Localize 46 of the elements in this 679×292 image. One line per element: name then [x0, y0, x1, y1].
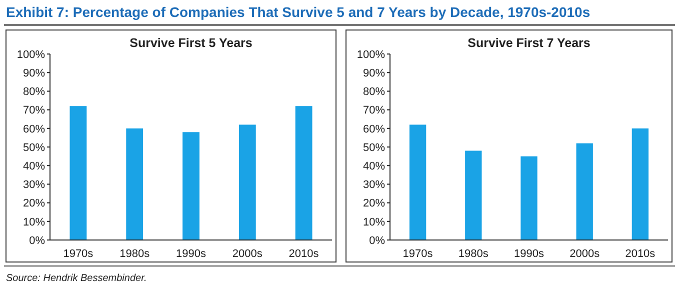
x-tick-label: 1980s: [458, 248, 489, 260]
y-tick-label: 40%: [22, 160, 46, 172]
x-tick-label: 1990s: [514, 248, 544, 260]
y-tick-label: 20%: [362, 198, 386, 210]
y-tick-label: 60%: [22, 123, 46, 136]
bar: [632, 128, 649, 240]
y-tick-label: 10%: [362, 216, 386, 228]
source-note: Source: Hendrik Bessembinder.: [6, 273, 147, 284]
x-tick-label: 2010s: [625, 248, 656, 260]
y-tick-label: 0%: [369, 234, 386, 247]
y-tick-label: 50%: [362, 142, 386, 154]
bar: [295, 106, 312, 240]
y-tick-label: 50%: [22, 142, 46, 154]
x-tick-label: 2010s: [288, 248, 320, 260]
y-tick-label: 100%: [356, 48, 386, 61]
x-tick-label: 1970s: [402, 248, 434, 260]
y-tick-label: 60%: [362, 123, 386, 136]
bar: [409, 124, 426, 240]
y-tick-label: 70%: [22, 104, 46, 117]
y-tick-label: 40%: [362, 160, 386, 172]
bar: [238, 124, 256, 240]
bar: [70, 106, 87, 240]
bar: [182, 132, 200, 240]
y-tick-label: 100%: [16, 48, 46, 61]
x-tick-label: 1970s: [63, 248, 94, 260]
x-tick-label: 1990s: [176, 248, 206, 260]
text: Exhibit 7: Percentage of Companies That Survive 5 and 7 Years by Decade, 1970s-2010s: [6, 4, 590, 20]
chart-title: Survive First 7 Years: [468, 36, 590, 50]
y-tick-label: 30%: [22, 179, 46, 192]
y-tick-label: 80%: [362, 86, 386, 98]
bar: [465, 150, 482, 240]
y-tick-label: 90%: [22, 67, 46, 80]
x-tick-label: 1980s: [120, 248, 150, 260]
y-tick-label: 70%: [362, 104, 386, 117]
y-tick-label: 20%: [22, 198, 46, 210]
y-tick-label: 80%: [22, 86, 46, 98]
x-tick-label: 2000s: [570, 248, 600, 260]
bar: [126, 128, 144, 240]
x-tick-label: 2000s: [232, 248, 263, 260]
bar: [576, 143, 593, 240]
y-tick-label: 90%: [362, 67, 386, 80]
y-tick-label: 30%: [362, 179, 386, 192]
chart-title: Survive First 5 Years: [130, 36, 252, 50]
y-tick-label: 10%: [22, 216, 46, 228]
bar: [520, 156, 538, 240]
y-tick-label: 0%: [29, 234, 46, 247]
